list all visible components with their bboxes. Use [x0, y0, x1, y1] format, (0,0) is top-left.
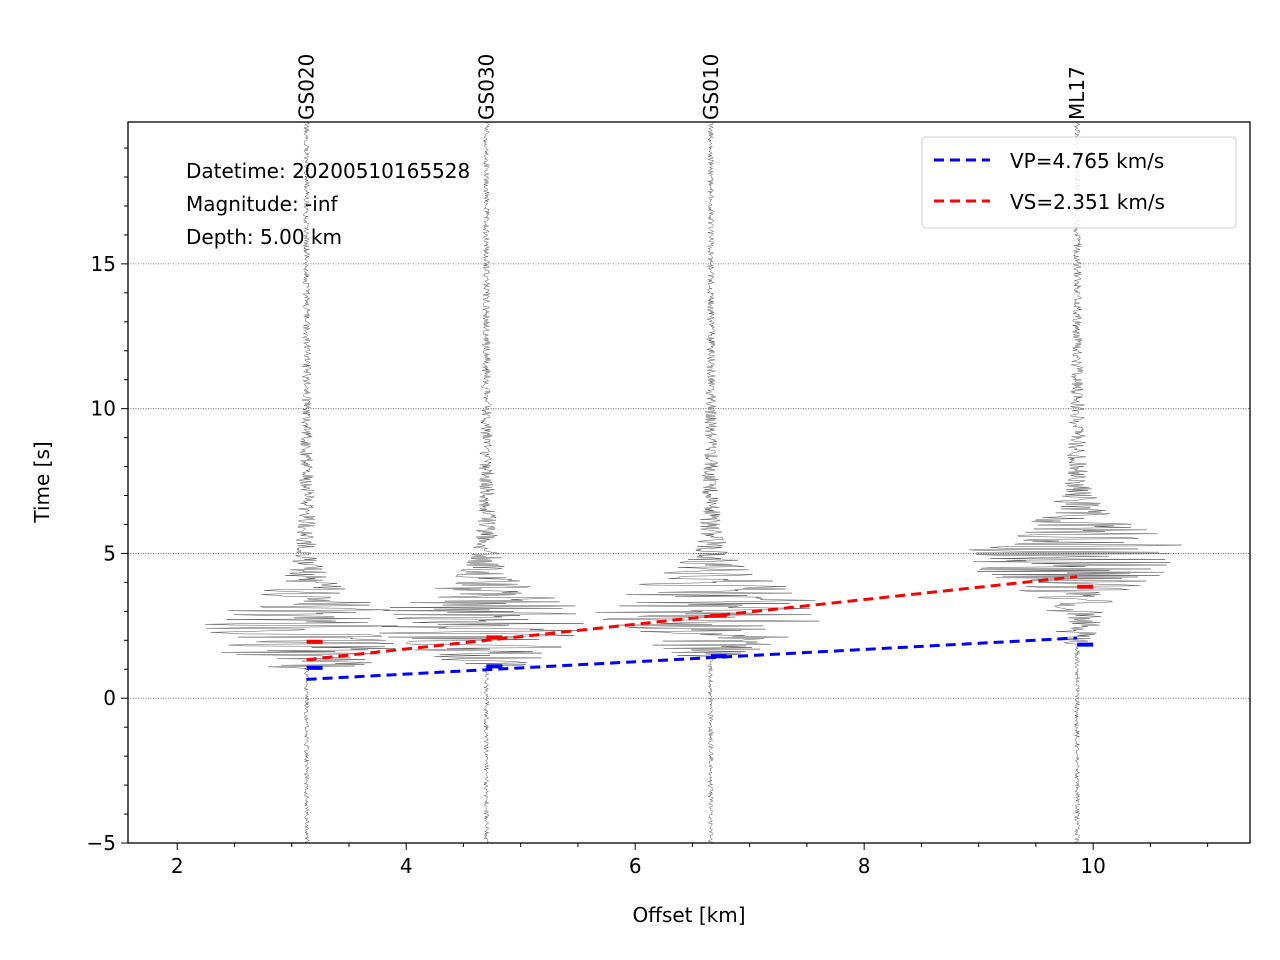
legend-vp-label: VP=4.765 km/s	[1010, 149, 1164, 173]
y-tick-label: −5	[87, 831, 116, 855]
station-labels: GS020 GS030 GS010 ML17	[295, 54, 1089, 120]
legend-vs-label: VS=2.351 km/s	[1010, 190, 1165, 214]
x-axis-ticks: 2 4 6 8 10	[171, 843, 1209, 878]
legend-box	[921, 136, 1237, 229]
y-tick-label: 0	[103, 686, 116, 710]
x-tick-label: 8	[858, 854, 871, 878]
vs-line	[306, 575, 1078, 662]
y-tick-label: 5	[103, 541, 116, 565]
x-axis-label: Offset [km]	[632, 903, 745, 927]
annotation-datetime: Datetime: 20200510165528	[186, 159, 470, 183]
y-tick-label: 15	[91, 252, 116, 276]
trace-gs010	[595, 121, 820, 844]
station-label-ml17: ML17	[1065, 66, 1089, 120]
station-label-gs020: GS020	[295, 54, 319, 120]
y-axis-ticks: −5 0 5 10 15	[87, 147, 128, 855]
x-tick-label: 10	[1080, 854, 1105, 878]
station-label-gs010: GS010	[699, 54, 723, 120]
grid-lines	[128, 263, 1250, 699]
x-tick-label: 2	[171, 854, 184, 878]
annotation-depth: Depth: 5.00 km	[186, 225, 342, 249]
station-label-gs030: GS030	[474, 54, 498, 120]
plot-frame	[127, 121, 1251, 844]
phase-picks	[306, 584, 1094, 670]
trace-gs020	[205, 121, 398, 844]
vp-line	[306, 636, 1078, 681]
x-tick-label: 6	[629, 854, 642, 878]
trace-gs030	[379, 121, 586, 844]
legend: VP=4.765 km/s VS=2.351 km/s	[921, 136, 1237, 229]
y-axis-label: Time [s]	[30, 441, 54, 523]
trace-ml17	[969, 121, 1182, 844]
x-tick-label: 4	[400, 854, 413, 878]
annotation-magnitude: Magnitude: -inf	[186, 192, 339, 216]
y-tick-label: 10	[91, 397, 116, 421]
seismic-traces	[205, 121, 1182, 844]
velocity-lines	[306, 575, 1078, 681]
